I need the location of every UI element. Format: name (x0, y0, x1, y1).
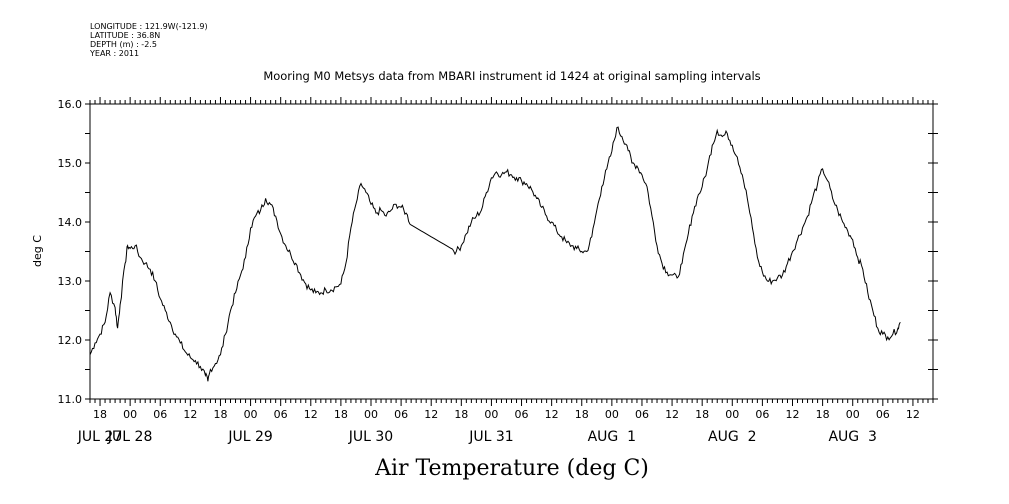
x-date-label: AUG 3 (828, 429, 876, 445)
latitude-label: LATITUDE : 36.8N (90, 31, 161, 40)
series-group (89, 126, 901, 382)
x-hour-label: 00 (244, 408, 258, 421)
x-date-label: JUL 28 (107, 429, 152, 445)
x-hour-label: 06 (515, 408, 529, 421)
x-hour-label: 18 (93, 408, 107, 421)
chart-title: Mooring M0 Metsys data from MBARI instru… (263, 69, 760, 83)
x-hour-label: 18 (575, 408, 589, 421)
x-hour-label: 12 (424, 408, 438, 421)
x-hour-label: 06 (876, 408, 890, 421)
x-date-label: AUG 1 (588, 429, 636, 445)
y-tick-label: 12.0 (58, 334, 83, 347)
x-date-label: AUG 2 (708, 429, 756, 445)
x-hour-label: 12 (304, 408, 318, 421)
x-hour-label: 18 (816, 408, 830, 421)
x-hour-label: 12 (545, 408, 559, 421)
x-hour-label: 06 (755, 408, 769, 421)
y-tick-label: 16.0 (58, 98, 83, 111)
depth-label: DEPTH (m) : -2.5 (90, 40, 157, 49)
y-axis: 11.0 12.0 13.0 14.0 15.0 16.0 (58, 98, 938, 406)
x-hour-label: 00 (364, 408, 378, 421)
x-hour-label: 06 (635, 408, 649, 421)
x-hour-label: 00 (123, 408, 137, 421)
x-hour-label: 18 (695, 408, 709, 421)
y-tick-label: 15.0 (58, 157, 83, 170)
x-hour-label: 12 (183, 408, 197, 421)
x-axis-title: Air Temperature (deg C) (374, 456, 649, 481)
x-hour-label: 06 (394, 408, 408, 421)
x-hour-label: 18 (213, 408, 227, 421)
metadata-block: LONGITUDE : 121.9W(-121.9) LATITUDE : 36… (90, 22, 208, 58)
x-date-label: JUL 27 (77, 429, 122, 445)
x-hour-label: 12 (786, 408, 800, 421)
x-hour-label: 06 (274, 408, 288, 421)
x-date-label: JUL 29 (227, 429, 272, 445)
x-hour-label: 00 (846, 408, 860, 421)
x-hour-label: 12 (906, 408, 920, 421)
x-hour-label: 00 (484, 408, 498, 421)
series-line (89, 126, 901, 382)
longitude-label: LONGITUDE : 121.9W(-121.9) (90, 22, 208, 31)
y-tick-label: 14.0 (58, 216, 83, 229)
x-hour-label: 06 (153, 408, 167, 421)
x-hour-label: 00 (725, 408, 739, 421)
x-hour-label: 18 (454, 408, 468, 421)
x-hour-label: 12 (665, 408, 679, 421)
y-tick-label: 11.0 (58, 393, 83, 406)
plot-frame (89, 103, 934, 400)
y-tick-label: 13.0 (58, 275, 83, 288)
x-hour-label: 00 (605, 408, 619, 421)
year-label: YEAR : 2011 (90, 49, 140, 58)
x-hour-label: 18 (334, 408, 348, 421)
x-date-label: JUL 31 (468, 429, 513, 445)
x-date-label: JUL 30 (348, 429, 393, 445)
x-axis: 18 00 06 12 18 00 06 12 18 00 06 12 18 00 06 12 18 00 06 12… (77, 97, 934, 445)
y-axis-label: deg C (31, 235, 44, 267)
